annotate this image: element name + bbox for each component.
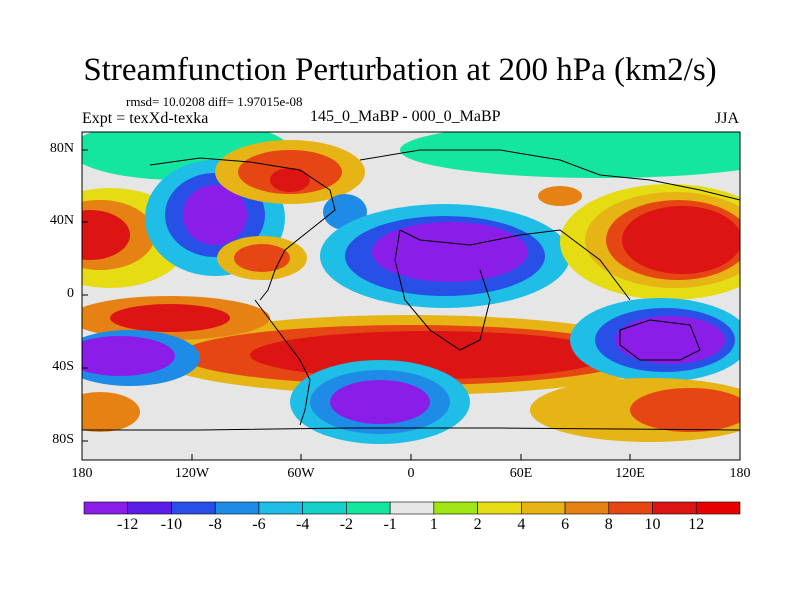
colorbar-swatch — [608, 501, 653, 515]
colorbar-label: -12 — [117, 516, 139, 533]
stats-text: rmsd= 10.0208 diff= 1.97015e-08 — [126, 94, 303, 109]
colorbar-swatch — [564, 501, 610, 515]
y-tick-label: 0 — [67, 286, 74, 301]
colorbar-label: -1 — [383, 516, 397, 533]
colorbar-swatch — [521, 501, 566, 515]
colorbar — [83, 501, 741, 515]
experiment-label: Expt = texXd-texka — [82, 110, 209, 127]
colorbar-swatch — [652, 501, 697, 515]
comparison-label: 145_0_MaBP - 000_0_MaBP — [310, 108, 501, 125]
colorbar-swatch — [127, 501, 172, 515]
colorbar-label: -2 — [339, 516, 354, 533]
colorbar-swatch — [389, 501, 435, 515]
coastlines — [82, 149, 740, 431]
colorbar-swatch — [214, 501, 260, 515]
y-tick-label: 80N — [49, 141, 74, 156]
colorbar-swatch — [346, 501, 391, 515]
colorbar-swatch — [171, 501, 216, 515]
x-tick-marks — [81, 454, 741, 460]
x-tick-label: 120E — [615, 466, 645, 481]
y-tick-marks — [82, 149, 88, 442]
colorbar-label: 10 — [644, 516, 661, 533]
x-tick-label: 180 — [71, 466, 93, 481]
contour-field — [82, 132, 740, 460]
y-tick-label: 80S — [52, 432, 74, 447]
colorbar-label: -6 — [252, 516, 266, 533]
colorbar-swatch — [477, 501, 522, 515]
colorbar-swatch — [433, 501, 478, 515]
colorbar-label: 8 — [604, 516, 613, 533]
colorbar-label: 1 — [429, 516, 438, 533]
x-tick-label: 60W — [287, 466, 315, 481]
colorbar-label: -10 — [160, 516, 183, 533]
x-tick-label: 0 — [407, 466, 415, 481]
colorbar-label: -8 — [208, 516, 222, 533]
blob-north-east — [400, 132, 740, 178]
y-tick-label: 40N — [49, 213, 74, 228]
colorbar-label: -4 — [295, 516, 310, 533]
x-tick-label: 180 — [729, 466, 751, 481]
colorbar-label: 4 — [517, 516, 526, 533]
plot-title: Streamfunction Perturbation at 200 hPa (… — [83, 52, 717, 88]
season-label: JJA — [715, 110, 740, 127]
y-tick-label: 40S — [52, 359, 74, 374]
colorbar-swatch — [302, 501, 347, 515]
colorbar-swatch — [695, 501, 741, 515]
x-tick-label: 120W — [174, 466, 210, 481]
colorbar-label: 12 — [688, 516, 705, 533]
colorbar-swatch — [258, 501, 303, 515]
colorbar-label: 6 — [561, 516, 570, 533]
x-tick-label: 60E — [509, 466, 533, 481]
colorbar-swatch — [83, 501, 129, 515]
colorbar-label: 2 — [473, 516, 482, 533]
